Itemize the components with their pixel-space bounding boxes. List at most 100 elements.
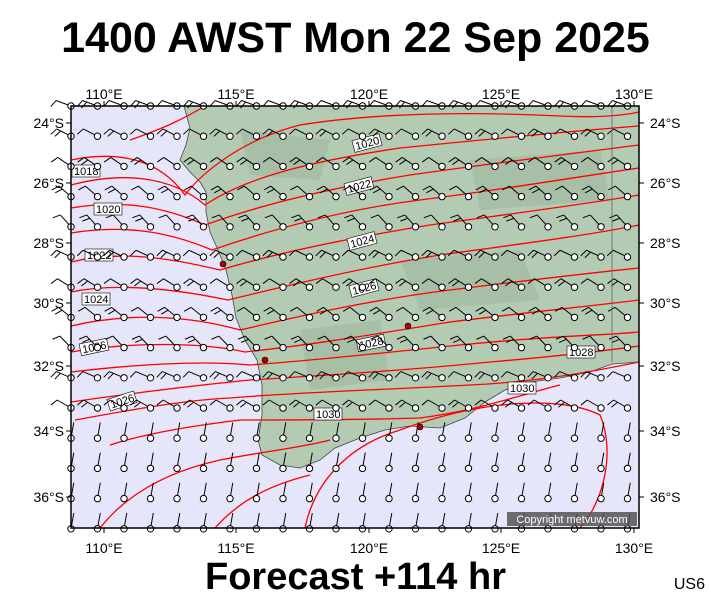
wind-station-circle (358, 343, 367, 352)
wind-station-circle (570, 283, 579, 291)
wind-station-circle (173, 374, 181, 382)
wind-station-circle (173, 313, 181, 322)
wind-station-circle (120, 253, 128, 261)
wind-barb-feather (130, 399, 137, 406)
wind-barb-feather (132, 214, 140, 219)
wind-barb-feather (395, 306, 404, 312)
wind-barb-feather (161, 188, 169, 194)
wind-station-circle (358, 192, 367, 201)
wind-barb-feather (395, 399, 402, 406)
wind-barb-feather (500, 249, 508, 257)
wind-barb-feather (368, 371, 375, 378)
wind-station-circle (199, 223, 208, 231)
wind-barb-feather (452, 280, 460, 287)
wind-barb-feather (130, 306, 139, 312)
lon-tick-label: 125°E (482, 86, 520, 102)
wind-barb-feather (555, 185, 563, 191)
wind-station-circle (491, 132, 499, 140)
wind-station-circle (438, 434, 446, 442)
wind-station-circle (517, 434, 526, 442)
wind-barb-feather (289, 306, 298, 312)
wind-station-circle (570, 132, 579, 140)
wind-station-circle (517, 464, 526, 473)
wind-barb-feather (501, 278, 509, 284)
lat-tick-label: 24°S (33, 115, 64, 131)
wind-barb-feather (425, 372, 432, 380)
wind-station-circle (199, 374, 208, 382)
wind-barb-feather (580, 278, 588, 284)
wind-station-circle (279, 283, 287, 291)
wind-barb-feather (448, 278, 456, 284)
wind-barb-feather (52, 214, 61, 219)
wind-station-circle (93, 525, 102, 533)
wind-barb-feather (237, 185, 245, 191)
wind-station-circle (491, 374, 499, 382)
wind-barb-feather (474, 278, 482, 284)
wind-barb-feather (158, 335, 167, 340)
wind-station-circle (332, 434, 340, 442)
wind-barb-feather (294, 217, 302, 222)
wind-barb-feather (160, 309, 169, 315)
wind-station-circle (385, 494, 393, 503)
wind-barb-feather (501, 306, 510, 312)
wind-station-circle (358, 525, 367, 533)
wind-barb-feather (156, 278, 164, 284)
wind-station-circle (411, 404, 420, 412)
wind-station-circle (411, 313, 420, 322)
wind-barb-feather (160, 251, 167, 259)
wind-station-circle (173, 434, 181, 442)
wind-barb-feather (475, 306, 483, 312)
wind-barb-feather (449, 335, 458, 340)
wind-station-circle (411, 162, 420, 171)
wind-station-circle (226, 223, 234, 231)
lat-tick-label: 34°S (33, 423, 64, 439)
wind-station-circle (358, 132, 367, 140)
wind-barb-feather (52, 335, 61, 340)
wind-barb-feather (396, 185, 404, 191)
wind-station-circle (491, 192, 499, 201)
wind-station-circle (252, 464, 261, 473)
wind-barb-feather (421, 278, 429, 284)
wind-station-circle (279, 464, 287, 473)
wind-station-circle (517, 253, 526, 261)
wind-station-circle (491, 434, 499, 442)
wind-barb-feather (611, 401, 618, 408)
wind-barb-feather (580, 128, 588, 135)
wind-barb-feather (344, 214, 352, 219)
wind-barb-feather (606, 371, 614, 378)
svg-text:1020: 1020 (96, 204, 120, 216)
wind-barb-feather (213, 309, 222, 315)
wind-barb-feather (134, 101, 141, 109)
wind-station-circle (517, 132, 526, 140)
wind-station-circle (570, 253, 579, 261)
wind-barb-feather (156, 157, 165, 163)
wind-station-circle (332, 464, 340, 473)
wind-barb-feather (584, 309, 593, 315)
wind-barb-feather (107, 309, 116, 315)
wind-barb-feather (453, 217, 461, 222)
wind-barb-feather (182, 128, 190, 135)
wind-barb-feather (452, 401, 459, 408)
wind-barb-feather (316, 185, 325, 191)
wind-station-circle (491, 313, 499, 322)
wind-station-circle (332, 343, 340, 352)
wind-station-circle (438, 223, 446, 231)
wind-station-circle (305, 374, 314, 382)
wind-station-circle (146, 253, 155, 261)
wind-barb-feather (209, 249, 216, 257)
wind-barb-feather (346, 280, 354, 287)
lon-axis-bottom: 110°E 115°E 120°E 125°E 130°E (85, 540, 653, 556)
wind-station-circle (120, 162, 128, 171)
wind-station-circle (199, 464, 208, 473)
wind-station-circle (358, 404, 367, 412)
wind-barb-feather (240, 280, 248, 287)
wind-station-circle (252, 132, 261, 140)
wind-barb-feather (527, 249, 534, 257)
wind-barb-feather (474, 399, 482, 406)
wind-station-circle (517, 313, 526, 322)
wind-barb-feather (529, 335, 538, 340)
city-markers (219, 260, 424, 431)
wind-barb-feather (343, 185, 351, 191)
wind-barb-feather (372, 251, 379, 259)
wind-barb-feather (135, 217, 143, 222)
